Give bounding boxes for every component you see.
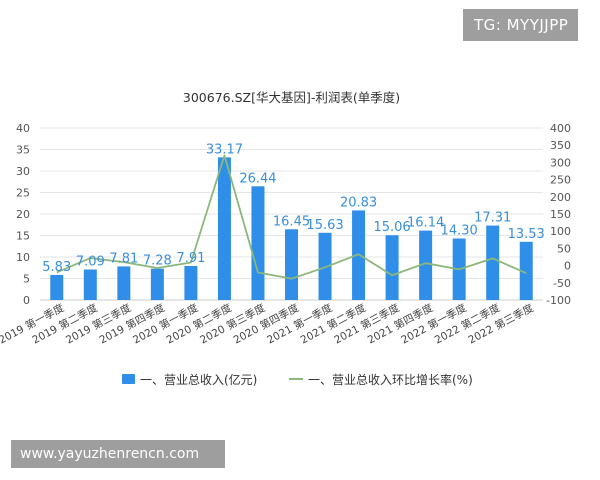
revenue-bar xyxy=(251,186,265,300)
y-left-tick-label: 20 xyxy=(16,208,30,221)
y-right-tick-label: 200 xyxy=(550,191,571,204)
y-left-tick-label: 35 xyxy=(16,144,30,157)
y-left-tick-label: 25 xyxy=(16,187,30,200)
revenue-bar xyxy=(285,229,298,300)
y-right-tick-label: -50 xyxy=(553,277,571,290)
revenue-bar xyxy=(117,266,131,300)
y-right-tick-label: -100 xyxy=(546,294,571,307)
legend-bar-label: 一、营业总收入(亿元) xyxy=(140,372,257,387)
revenue-data-label: 16.45 xyxy=(273,214,310,229)
y-right-tick-label: 150 xyxy=(550,208,571,221)
revenue-bar xyxy=(150,268,164,300)
revenue-data-label: 15.06 xyxy=(373,220,410,235)
y-left-tick-label: 10 xyxy=(16,251,30,264)
revenue-data-label: 15.63 xyxy=(306,218,343,233)
revenue-bar xyxy=(486,225,500,300)
revenue-data-label: 26.44 xyxy=(239,171,276,186)
revenue-bar xyxy=(50,274,64,300)
revenue-data-label: 7.91 xyxy=(176,251,205,266)
revenue-data-label: 7.28 xyxy=(143,254,172,269)
revenue-bar xyxy=(83,269,97,300)
revenue-data-label: 17.31 xyxy=(474,211,511,226)
watermark-top-badge: TG: MYYJJPP xyxy=(463,9,579,41)
y-left-tick-label: 15 xyxy=(16,230,30,243)
y-right-tick-label: 50 xyxy=(557,242,571,255)
watermark-bottom-badge: www.yayuzhenrencn.com xyxy=(11,440,225,468)
y-left-tick-label: 0 xyxy=(23,294,30,307)
revenue-bar xyxy=(217,157,231,300)
revenue-data-label: 7.81 xyxy=(109,251,138,266)
y-right-tick-label: 0 xyxy=(564,260,571,273)
revenue-data-label: 7.09 xyxy=(76,255,105,270)
y-left-tick-label: 40 xyxy=(16,122,30,135)
y-left-tick-label: 30 xyxy=(16,165,30,178)
revenue-data-label: 13.53 xyxy=(508,227,545,242)
revenue-data-label: 20.83 xyxy=(340,195,377,210)
y-right-tick-label: 400 xyxy=(550,122,571,135)
revenue-bar xyxy=(184,265,198,300)
revenue-data-label: 16.14 xyxy=(407,216,444,231)
revenue-bar xyxy=(419,230,433,300)
revenue-bar xyxy=(519,241,533,300)
y-left-tick-label: 5 xyxy=(23,273,30,286)
y-right-tick-label: 300 xyxy=(550,156,571,169)
revenue-data-label: 5.83 xyxy=(42,260,71,275)
legend-line-label: 一、营业总收入环比增长率(%) xyxy=(308,372,473,387)
y-right-tick-label: 250 xyxy=(550,174,571,187)
revenue-data-label: 14.30 xyxy=(441,224,478,239)
chart-title: 300676.SZ[华大基因]-利润表(单季度) xyxy=(183,90,400,105)
y-right-tick-label: 350 xyxy=(550,139,571,152)
revenue-bar xyxy=(385,235,399,300)
legend-bar-swatch xyxy=(122,374,135,384)
growth-rate-line xyxy=(56,154,527,280)
revenue-data-label: 33.17 xyxy=(206,142,243,157)
y-right-tick-label: 100 xyxy=(550,225,571,238)
